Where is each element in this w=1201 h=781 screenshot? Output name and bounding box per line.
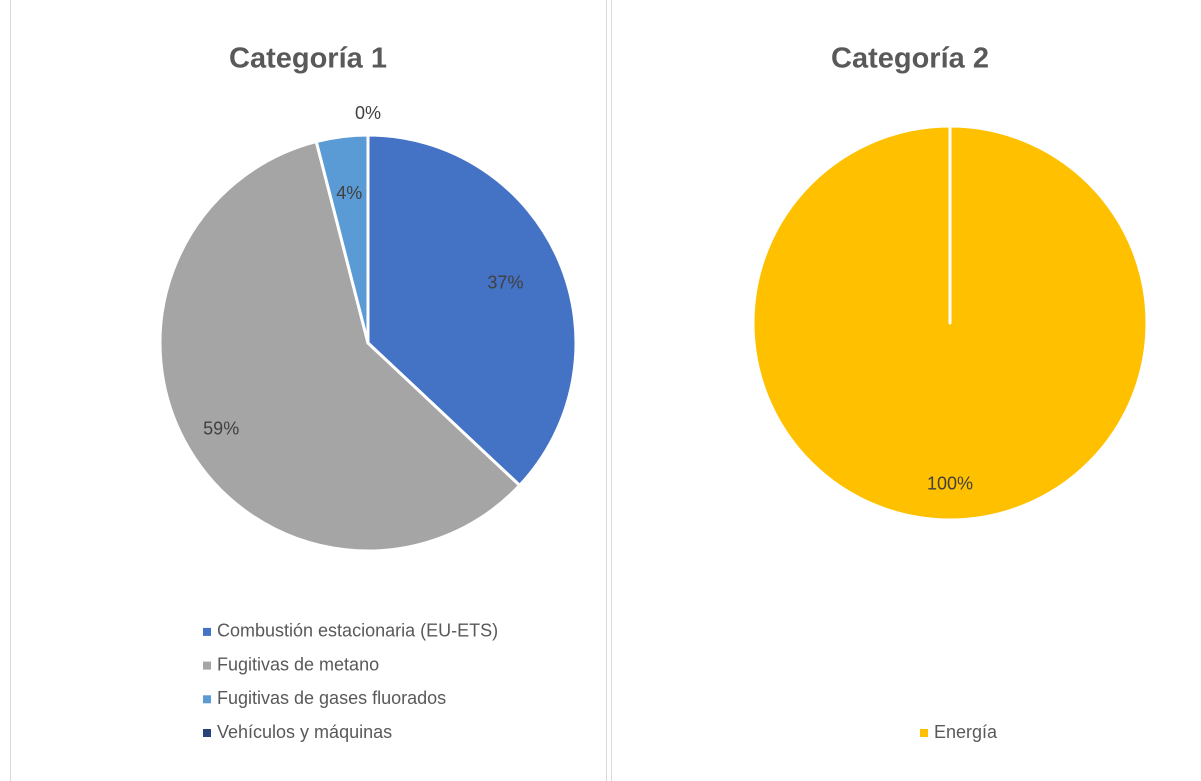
data-label: 37% [487,272,523,292]
data-label: 4% [336,183,362,203]
legend-label: Fugitivas de gases fluorados [217,688,446,708]
pie-slice [366,133,578,487]
legend-marker [203,729,211,737]
legend-marker [203,695,211,704]
data-label: 0% [355,103,381,123]
legend-marker [203,627,211,636]
pie-slice [158,140,522,553]
legend-label: Energía [934,722,998,742]
data-label: 100% [927,473,973,493]
legend-label: Fugitivas de metano [217,654,379,674]
chart-title: Categoría 1 [229,43,387,75]
legend-label: Vehículos y máquinas [217,722,392,742]
legend-marker [203,661,211,670]
legend-marker [920,729,928,737]
data-label: 59% [203,419,239,439]
legend-label: Combustión estacionaria (EU-ETS) [217,621,498,641]
chart-title: Categoría 2 [831,43,989,75]
pie-slice [751,124,1149,522]
